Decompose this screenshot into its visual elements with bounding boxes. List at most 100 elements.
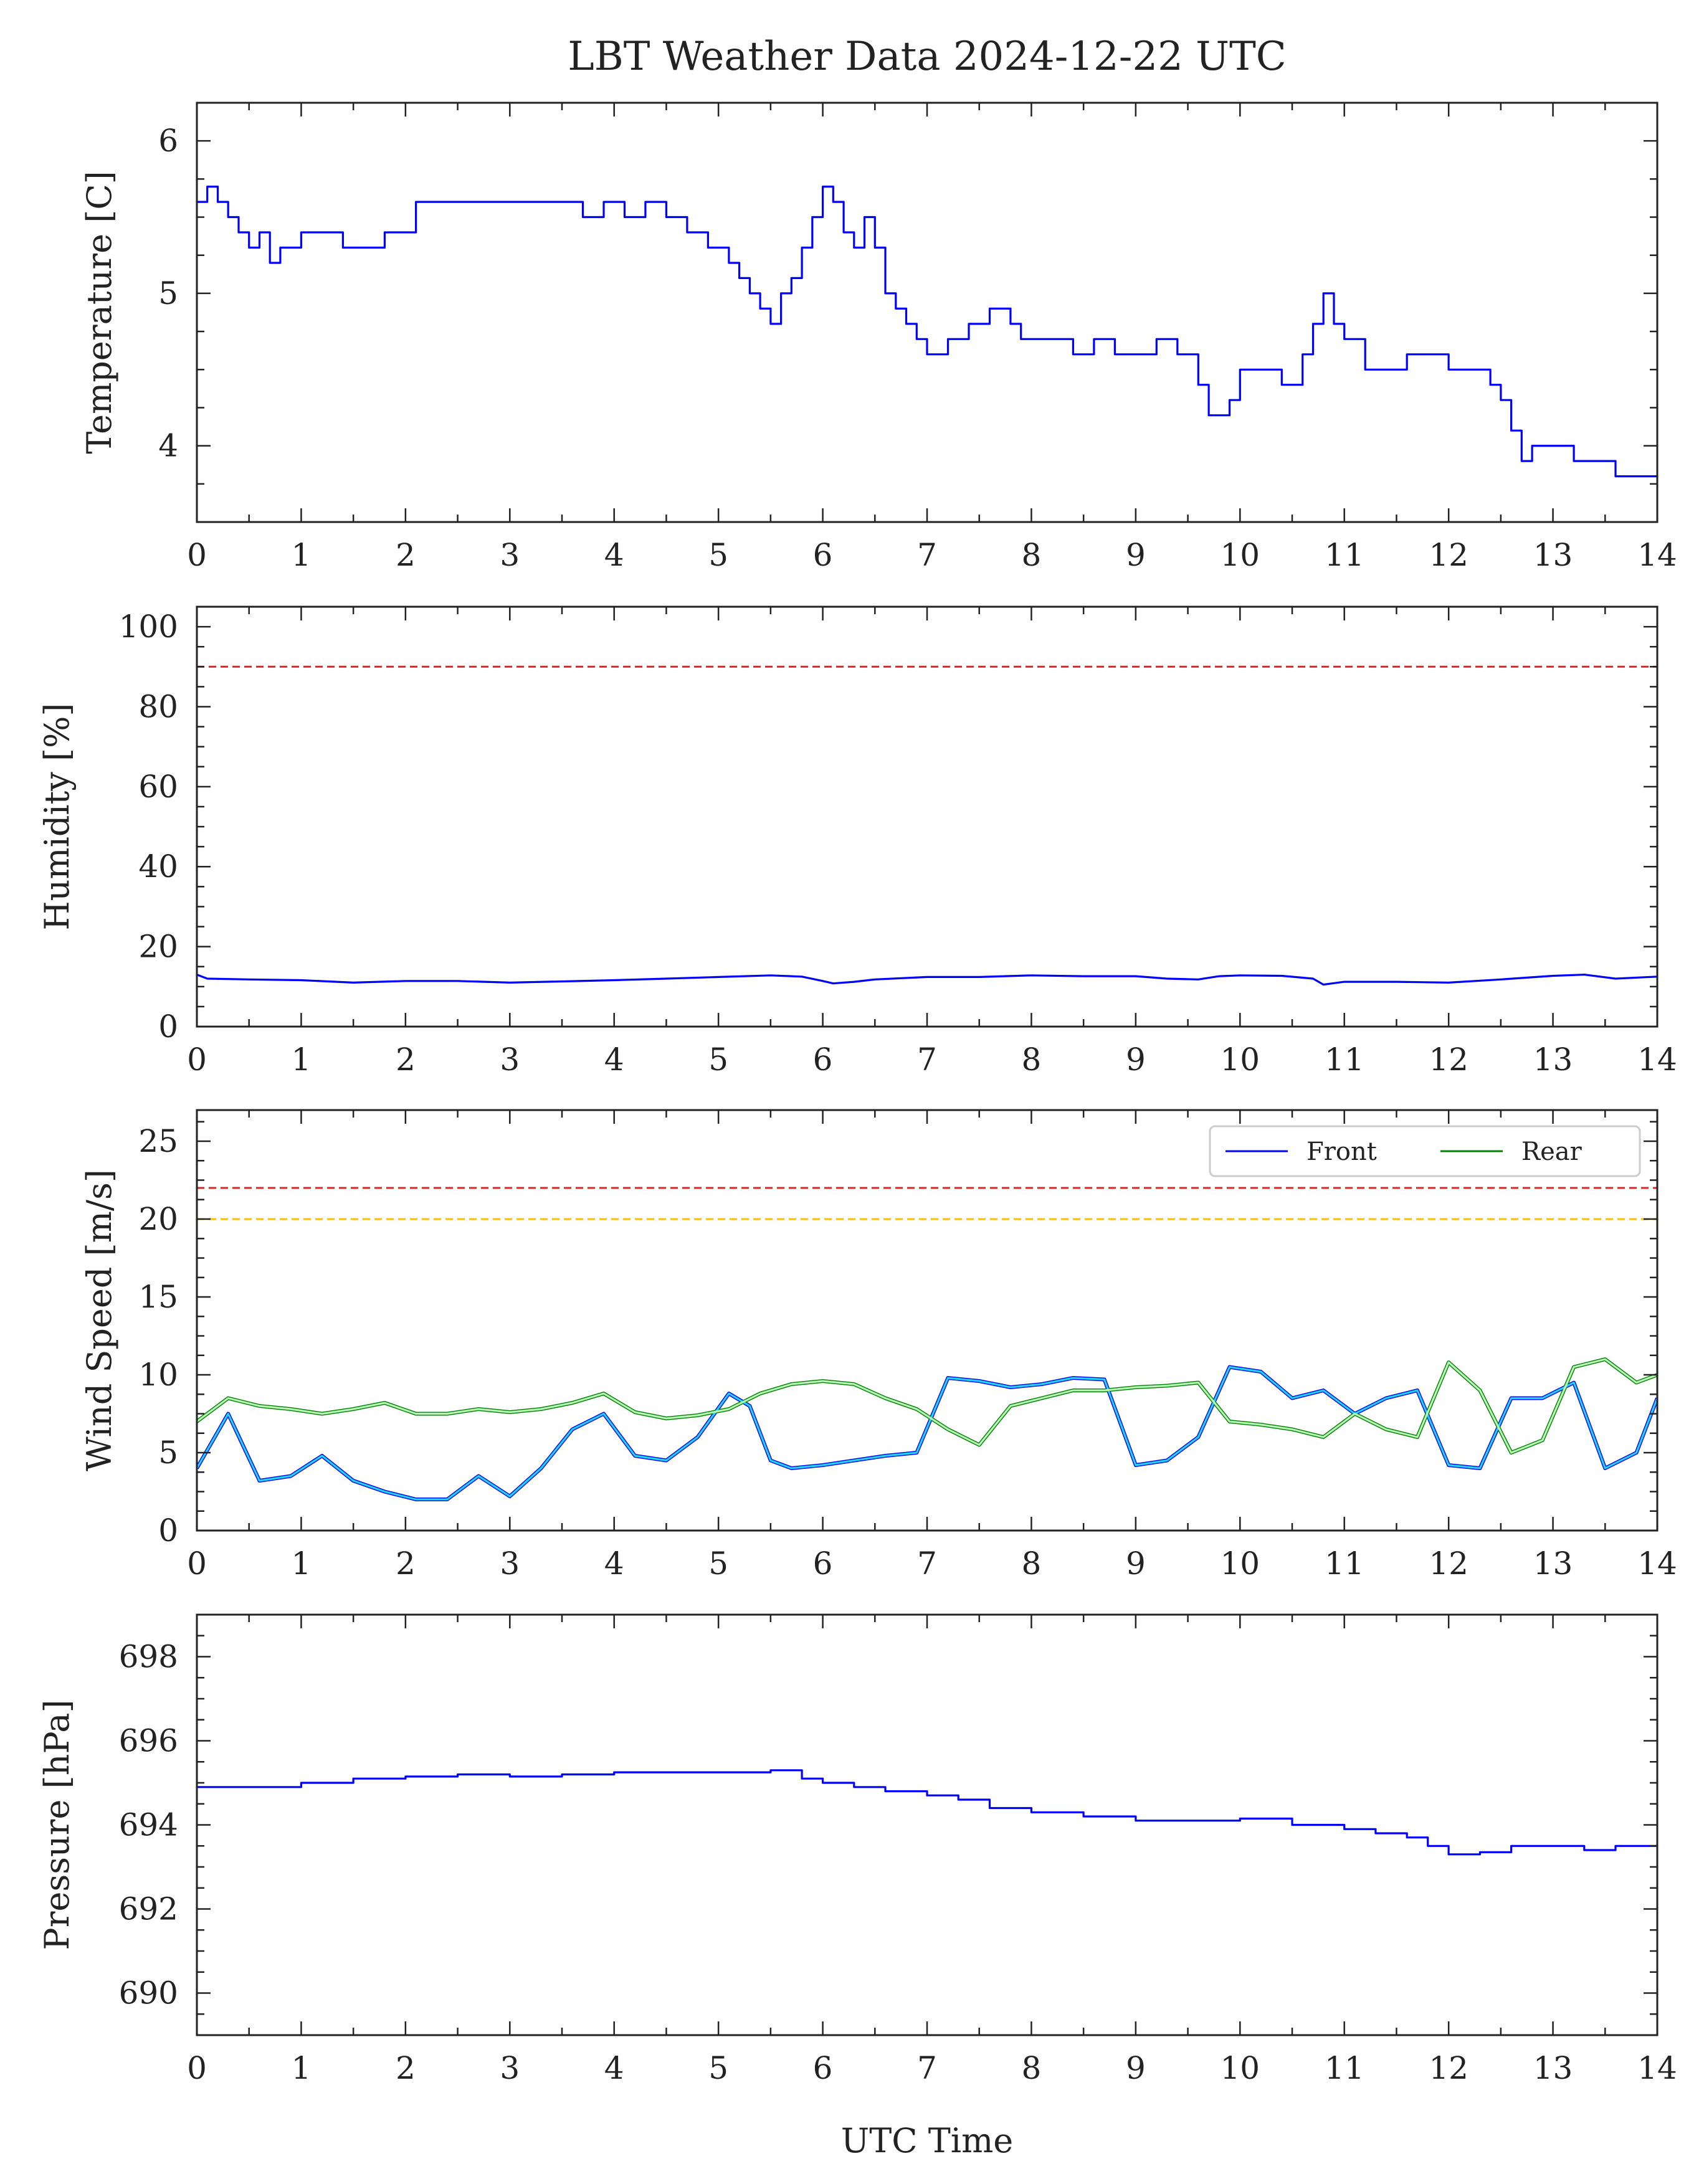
wind-speed-y-tick-label: 15 (138, 1279, 178, 1315)
wind-speed-y-tick-label: 5 (158, 1435, 178, 1471)
temperature-x-tick-label: 14 (1637, 537, 1677, 573)
humidity-y-tick-label: 80 (138, 688, 178, 724)
humidity-x-tick-label: 4 (604, 1042, 624, 1078)
humidity-x-tick-label: 7 (917, 1042, 937, 1078)
wind-speed-y-tick-label: 20 (138, 1201, 178, 1237)
pressure-x-tick-label: 9 (1126, 2050, 1146, 2086)
humidity-x-tick-label: 6 (813, 1042, 833, 1078)
legend-label-rear: Rear (1521, 1137, 1583, 1166)
legend-box (1209, 1125, 1641, 1177)
humidity-x-tick-label: 9 (1126, 1042, 1146, 1078)
temperature-x-tick-label: 8 (1022, 537, 1042, 573)
wind-speed-x-tick-label: 1 (292, 1545, 312, 1582)
pressure-y-tick-label: 690 (119, 1975, 178, 2011)
pressure-y-axis-label: Pressure [hPa] (37, 1699, 77, 1950)
temperature-x-tick-label: 10 (1220, 537, 1260, 573)
wind-speed-x-tick-label: 14 (1637, 1545, 1677, 1582)
pressure-x-tick-label: 3 (500, 2050, 520, 2086)
wind-speed-x-tick-label: 8 (1022, 1545, 1042, 1582)
pressure-x-tick-label: 8 (1022, 2050, 1042, 2086)
wind-speed-series-group (197, 1357, 1657, 1501)
pressure-y-tick-label: 692 (119, 1891, 178, 1927)
pressure-y-tick-label: 694 (119, 1807, 178, 1843)
temperature-y-tick-label: 5 (158, 275, 178, 311)
humidity-x-tick-label: 11 (1325, 1042, 1364, 1078)
temperature-x-tick-label: 5 (708, 537, 728, 573)
wind-speed-series-3 (197, 1358, 1657, 1454)
temperature-x-tick-label: 2 (396, 537, 416, 573)
pressure-series-group (197, 1769, 1657, 1856)
pressure-x-tick-label: 12 (1429, 2050, 1468, 2086)
wind-speed-x-tick-label: 0 (187, 1545, 207, 1582)
wind-speed-y-tick-label: 25 (138, 1123, 178, 1159)
pressure-y-tick-label: 698 (119, 1639, 178, 1675)
pressure-x-tick-label: 2 (396, 2050, 416, 2086)
pressure-axes-frame (196, 1613, 1659, 2036)
wind-speed-x-tick-label: 7 (917, 1545, 937, 1582)
temperature-x-tick-label: 11 (1325, 537, 1364, 573)
wind-speed-x-tick-label: 6 (813, 1545, 833, 1582)
humidity-series-group (197, 973, 1657, 986)
wind-speed-x-tick-label: 5 (708, 1545, 728, 1582)
wind-speed-legend: Front Rear (1209, 1125, 1641, 1177)
humidity-y-axis-label: Humidity [%] (37, 703, 77, 930)
humidity-x-tick-label: 2 (396, 1042, 416, 1078)
temperature-x-tick-label: 9 (1126, 537, 1146, 573)
humidity-x-tick-label: 8 (1022, 1042, 1042, 1078)
wind-speed-x-tick-label: 2 (396, 1545, 416, 1582)
wind-speed-y-tick-label: 10 (138, 1357, 178, 1393)
wind-speed-x-tick-label: 3 (500, 1545, 520, 1582)
pressure-series-0 (197, 1769, 1657, 1856)
wind-speed-x-tick-label: 12 (1429, 1545, 1468, 1582)
temperature-y-tick-label: 4 (158, 428, 178, 464)
humidity-y-tick-label: 60 (138, 769, 178, 805)
pressure-x-tick-label: 1 (292, 2050, 312, 2086)
humidity-x-tick-label: 0 (187, 1042, 207, 1078)
temperature-x-tick-label: 13 (1533, 537, 1573, 573)
temperature-x-tick-label: 6 (813, 537, 833, 573)
temperature-x-tick-label: 0 (187, 537, 207, 573)
humidity-y-tick-label: 0 (158, 1009, 178, 1045)
pressure-x-tick-label: 5 (708, 2050, 728, 2086)
humidity-x-tick-label: 14 (1637, 1042, 1677, 1078)
humidity-x-tick-label: 1 (292, 1042, 312, 1078)
pressure-x-tick-label: 4 (604, 2050, 624, 2086)
figure-title: LBT Weather Data 2024-12-22 UTC (568, 34, 1287, 80)
temperature-x-tick-label: 7 (917, 537, 937, 573)
pressure-x-tick-label: 13 (1533, 2050, 1573, 2086)
humidity-y-tick-label: 100 (119, 609, 178, 645)
legend-label-front: Front (1307, 1137, 1377, 1166)
temperature-series-group (197, 186, 1657, 478)
temperature-y-axis-label: Temperature [C] (80, 171, 119, 453)
humidity-x-tick-label: 10 (1220, 1042, 1260, 1078)
pressure-x-tick-label: 14 (1637, 2050, 1677, 2086)
humidity-series-0 (197, 973, 1657, 986)
x-axis-label: UTC Time (841, 2121, 1013, 2160)
humidity-axes-frame (196, 605, 1659, 1028)
temperature-x-tick-label: 4 (604, 537, 624, 573)
temperature-x-tick-label: 3 (500, 537, 520, 573)
pressure-x-tick-label: 0 (187, 2050, 207, 2086)
wind-speed-x-tick-label: 10 (1220, 1545, 1260, 1582)
humidity-y-tick-label: 40 (138, 848, 178, 885)
pressure-x-tick-label: 6 (813, 2050, 833, 2086)
wind-speed-x-tick-label: 4 (604, 1545, 624, 1582)
wind-speed-y-axis-label: Wind Speed [m/s] (80, 1169, 119, 1471)
temperature-y-tick-label: 6 (158, 123, 178, 159)
temperature-axes-frame (196, 102, 1659, 523)
humidity-y-tick-label: 20 (138, 929, 178, 965)
humidity-x-tick-label: 3 (500, 1042, 520, 1078)
pressure-x-tick-label: 10 (1220, 2050, 1260, 2086)
pressure-x-tick-label: 7 (917, 2050, 937, 2086)
wind-speed-series-2 (197, 1365, 1657, 1501)
temperature-x-tick-label: 1 (292, 537, 312, 573)
humidity-x-tick-label: 13 (1533, 1042, 1573, 1078)
wind-speed-x-tick-label: 11 (1325, 1545, 1364, 1582)
pressure-y-tick-label: 696 (119, 1723, 178, 1759)
pressure-panel: 0 1 2 3 4 5 6 7 8 9 10 11 12 13 14690692694696698Press… (37, 1613, 1677, 2086)
humidity-x-tick-label: 5 (708, 1042, 728, 1078)
